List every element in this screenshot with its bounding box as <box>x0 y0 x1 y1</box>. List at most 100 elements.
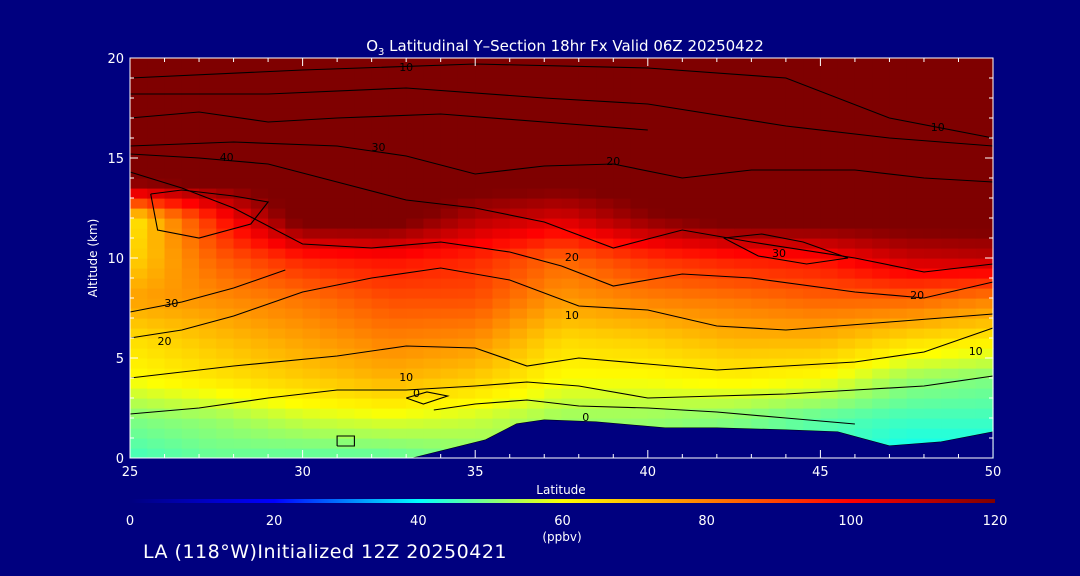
heat-cell <box>181 318 200 329</box>
heat-cell <box>181 198 200 209</box>
heat-cell <box>716 188 735 199</box>
heat-cell <box>975 188 994 199</box>
heat-cell <box>250 328 269 339</box>
heat-cell <box>181 278 200 289</box>
contour-line <box>433 399 855 425</box>
heat-cell <box>906 328 925 339</box>
heat-cell <box>354 298 373 309</box>
heat-cell <box>147 358 166 369</box>
heat-cell <box>975 418 994 429</box>
heat-cell <box>423 188 442 199</box>
heat-cell <box>941 368 960 379</box>
heat-cell <box>371 78 390 89</box>
heat-cell <box>613 328 632 339</box>
heat-cell <box>181 428 200 439</box>
heat-cell <box>854 188 873 199</box>
heat-cell <box>147 228 166 239</box>
heat-cell <box>147 288 166 299</box>
heat-cell <box>268 78 286 89</box>
heat-cell <box>872 148 891 159</box>
heat-cell <box>734 418 752 429</box>
heat-cell <box>544 198 563 209</box>
heat-cell <box>526 358 545 369</box>
heat-cell <box>665 258 683 269</box>
heat-cell <box>164 248 183 259</box>
heat-cell <box>406 318 425 329</box>
heat-cell <box>941 98 960 109</box>
heat-cell <box>147 168 166 179</box>
contour-label: 10 <box>565 309 579 322</box>
heat-cell <box>216 218 235 229</box>
heat-cell <box>716 58 735 69</box>
heat-cell <box>371 328 390 339</box>
heat-cell <box>216 238 235 249</box>
heat-cell <box>337 268 355 279</box>
heat-cell <box>509 78 528 89</box>
heat-cell <box>975 368 994 379</box>
heat-cell <box>526 178 545 189</box>
heat-cell <box>440 148 459 159</box>
heat-cell <box>906 248 925 259</box>
heat-cell <box>492 198 511 209</box>
heat-cell <box>354 368 373 379</box>
heat-cell <box>561 168 580 179</box>
heat-cell <box>872 398 891 409</box>
heat-cell <box>130 98 148 109</box>
heat-cell <box>889 238 908 249</box>
heat-cell <box>319 58 338 69</box>
heat-cell <box>423 278 442 289</box>
heat-cell <box>854 268 873 279</box>
heat-cell <box>975 218 994 229</box>
heat-cell <box>164 288 183 299</box>
heat-cell <box>130 208 148 219</box>
heat-cell <box>457 58 476 69</box>
y-tick-label: 15 <box>107 152 124 167</box>
heat-cell <box>803 208 821 219</box>
heat-cell <box>319 178 338 189</box>
heat-cell <box>302 408 321 419</box>
heat-cell <box>388 128 407 139</box>
heat-cell <box>889 348 908 359</box>
heat-cell <box>302 348 321 359</box>
heat-cell <box>285 398 304 409</box>
heat-cell <box>233 298 252 309</box>
heat-cell <box>319 428 338 439</box>
heat-cell <box>578 238 597 249</box>
heat-cell <box>388 418 407 429</box>
heat-cell <box>923 98 942 109</box>
heat-cell <box>682 358 701 369</box>
heat-cell <box>665 328 683 339</box>
heat-cell <box>578 378 597 389</box>
heat-cell <box>647 268 666 279</box>
heat-cell <box>457 118 476 129</box>
heat-cell <box>837 388 856 399</box>
heat-cell <box>889 328 908 339</box>
heat-cell <box>665 98 683 109</box>
heat-cell <box>423 128 442 139</box>
heat-cell <box>457 98 476 109</box>
heat-cell <box>337 98 355 109</box>
heat-cell <box>699 288 718 299</box>
heat-cell <box>457 68 476 79</box>
heat-cell <box>285 368 304 379</box>
heat-cell <box>768 238 787 249</box>
heat-cell <box>906 298 925 309</box>
heat-cell <box>630 288 649 299</box>
heat-cell <box>768 118 787 129</box>
heat-cell <box>785 78 804 89</box>
heat-cell <box>388 138 407 149</box>
heat-cell <box>820 408 839 419</box>
heat-cell <box>406 148 425 159</box>
heat-cell <box>475 308 494 319</box>
heat-cell <box>199 158 217 169</box>
heat-cell <box>958 148 977 159</box>
heat-cell <box>285 118 304 129</box>
heat-cell <box>371 278 390 289</box>
heat-cell <box>147 238 166 249</box>
heat-cell <box>647 408 666 419</box>
heat-cell <box>751 288 770 299</box>
contour-line <box>336 435 355 447</box>
heat-cell <box>958 188 977 199</box>
heat-cell <box>613 108 632 119</box>
heat-cell <box>923 348 942 359</box>
